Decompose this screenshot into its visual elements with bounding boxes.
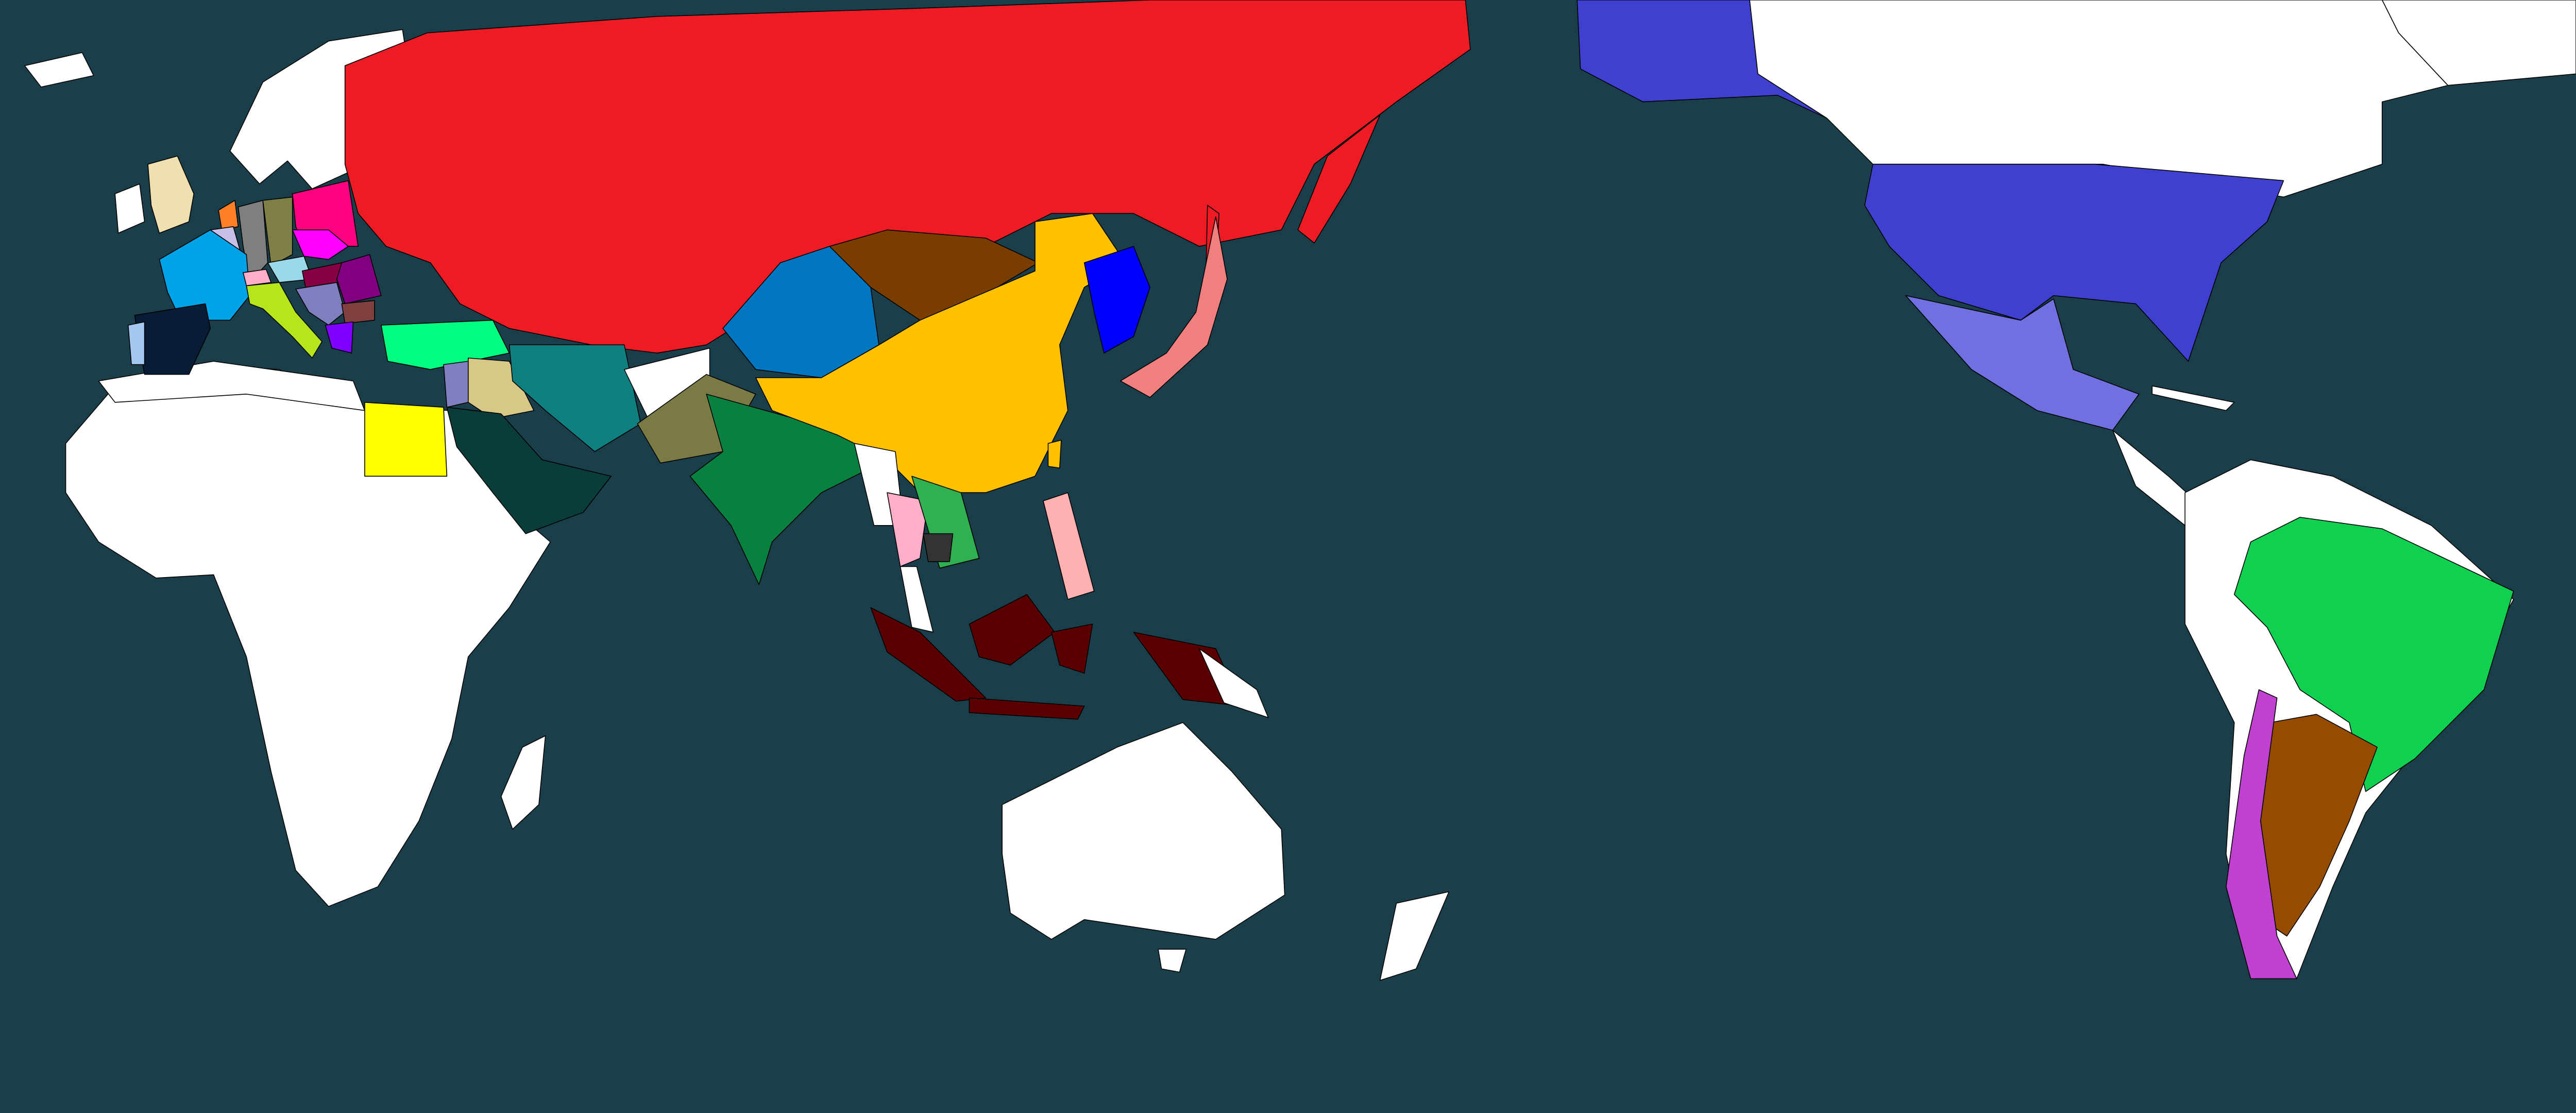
region-korea: [1083, 246, 1150, 353]
region-persia: [509, 344, 641, 452]
region-netherlands: [218, 200, 239, 230]
region-levant: [443, 361, 469, 408]
region-united-kingdom: [147, 155, 195, 234]
region-italy: [246, 282, 323, 359]
region-japan: [1120, 216, 1228, 398]
region-chile: [2225, 689, 2297, 980]
region-new-zealand: [1379, 891, 1450, 981]
region-switzerland: [243, 268, 272, 286]
region-france: [159, 229, 250, 321]
region-taiwan: [1047, 440, 1062, 469]
world-map: [24, 0, 2576, 981]
region-iraq: [468, 357, 535, 419]
region-yugoslavia: [295, 282, 346, 326]
region-russia: [344, 0, 1471, 353]
region-java: [969, 697, 1085, 720]
region-saudi-arabia: [446, 407, 612, 534]
region-czechia: [292, 229, 349, 260]
region-canada: [1749, 0, 2449, 198]
region-usa: [1864, 163, 2284, 362]
region-malaya: [900, 566, 934, 633]
region-germany-east: [262, 196, 293, 267]
region-cambodia: [923, 533, 954, 562]
region-egypt: [364, 401, 448, 477]
region-kamchatka: [1297, 114, 1381, 244]
region-brazil: [2233, 517, 2514, 792]
region-tasmania: [1158, 949, 1187, 973]
region-ireland: [114, 183, 145, 234]
region-mexico: [1905, 295, 2140, 431]
region-iceland: [24, 52, 94, 88]
region-philippines: [1043, 492, 1095, 600]
region-australia: [1002, 722, 1285, 940]
region-bulgaria: [341, 300, 375, 324]
region-romania: [336, 254, 382, 305]
region-thailand: [887, 492, 929, 567]
region-central-asia: [722, 246, 879, 378]
region-sulawesi: [1051, 623, 1093, 674]
land-layer: [24, 0, 2576, 981]
region-mongolia: [829, 229, 1039, 321]
region-cuba: [2151, 385, 2235, 411]
region-greece: [325, 321, 354, 353]
region-borneo: [969, 594, 1055, 666]
region-portugal: [127, 321, 145, 365]
region-papua: [1199, 648, 1269, 718]
region-madagascar: [500, 735, 546, 830]
